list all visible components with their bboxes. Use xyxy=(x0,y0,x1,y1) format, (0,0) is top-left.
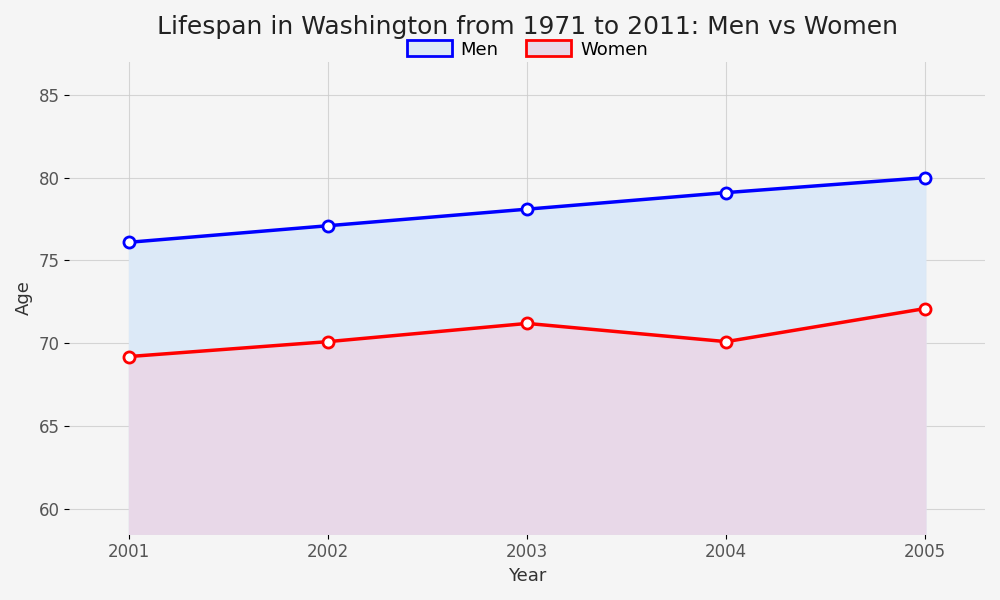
Title: Lifespan in Washington from 1971 to 2011: Men vs Women: Lifespan in Washington from 1971 to 2011… xyxy=(157,15,898,39)
Y-axis label: Age: Age xyxy=(15,280,33,315)
X-axis label: Year: Year xyxy=(508,567,546,585)
Legend: Men, Women: Men, Women xyxy=(399,33,655,66)
